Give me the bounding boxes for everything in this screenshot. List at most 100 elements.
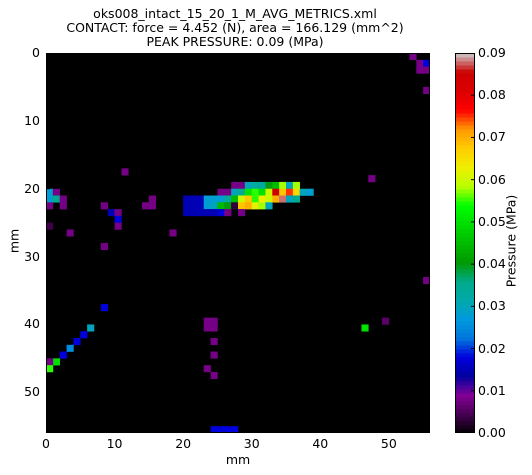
heatmap-cell	[361, 324, 369, 332]
colorbar-tick-label: 0.01	[478, 382, 506, 398]
colorbar-tick-label: 0.07	[478, 129, 506, 145]
colorbar-segment	[455, 317, 475, 322]
heatmap-cell	[190, 209, 198, 217]
colorbar-segment	[455, 81, 475, 86]
colorbar-segment	[455, 57, 475, 62]
heatmap-cell	[190, 202, 198, 210]
colorbar-segment	[455, 189, 475, 194]
colorbar-segment	[455, 401, 475, 406]
heatmap-cell	[286, 188, 294, 196]
chart-title-line-2: CONTACT: force = 4.452 (N), area = 166.1…	[66, 20, 404, 35]
colorbar-segment	[455, 421, 475, 426]
colorbar-segment	[455, 249, 475, 254]
colorbar-segment	[455, 285, 475, 290]
colorbar-segment	[455, 429, 475, 433]
colorbar-segment	[455, 185, 475, 190]
colorbar-tick-label: 0.08	[478, 87, 506, 103]
heatmap-cell	[114, 215, 122, 223]
colorbar-segment	[455, 101, 475, 106]
heatmap-cell	[210, 371, 218, 380]
colorbar-tick-label: 0.04	[478, 256, 506, 272]
heatmap-cell	[203, 209, 211, 217]
heatmap-cell	[224, 202, 232, 210]
heatmap-cell	[224, 426, 232, 433]
colorbar-segment	[455, 141, 475, 146]
colorbar-segment	[455, 413, 475, 418]
colorbar-segment	[455, 265, 475, 270]
colorbar-segment	[455, 269, 475, 274]
colorbar-label: Pressure (MPa)	[503, 194, 519, 288]
colorbar-segment	[455, 369, 475, 374]
heatmap-cell	[107, 209, 115, 217]
colorbar-segment	[455, 313, 475, 318]
heatmap-cell	[59, 195, 67, 203]
colorbar-segment	[455, 261, 475, 266]
colorbar-segment	[455, 305, 475, 310]
colorbar-segment	[455, 61, 475, 66]
heatmap-cell	[286, 181, 294, 190]
colorbar-segment	[455, 301, 475, 306]
x-tick-label: 0	[42, 436, 50, 451]
colorbar-segment	[455, 425, 475, 430]
colorbar-segment	[455, 393, 475, 398]
colorbar-segment	[455, 257, 475, 262]
heatmap-cell	[265, 188, 273, 196]
colorbar-segment	[455, 409, 475, 414]
colorbar-segment	[455, 229, 475, 234]
heatmap-cell	[416, 59, 424, 67]
colorbar-segment	[455, 217, 475, 222]
heatmap-cell	[231, 426, 239, 433]
heatmap-cell	[217, 195, 225, 203]
heatmap-cell	[368, 175, 376, 183]
heatmap-cell	[59, 202, 67, 210]
colorbar-segment	[455, 389, 475, 394]
heatmap-cell	[224, 209, 232, 217]
colorbar-tick-label: 0.05	[478, 213, 506, 229]
heatmap-cell	[203, 317, 211, 325]
colorbar-segment	[455, 177, 475, 182]
heatmap-cell	[183, 195, 191, 203]
colorbar-segment	[455, 65, 475, 70]
colorbar-segment	[455, 201, 475, 206]
heatmap-cell	[52, 195, 61, 203]
colorbar-segment	[455, 241, 475, 246]
colorbar-tick-label: 0.02	[478, 340, 506, 356]
colorbar-segment	[455, 417, 475, 422]
heatmap-cell	[272, 195, 280, 203]
heatmap-cell	[46, 365, 54, 373]
colorbar-segment	[455, 309, 475, 314]
heatmap-cell	[100, 243, 109, 251]
colorbar-segment	[455, 273, 475, 278]
heatmap-cell	[231, 188, 239, 196]
colorbar-tick-label: 0.06	[478, 171, 506, 187]
heatmap-cell	[258, 188, 266, 196]
colorbar-segment	[455, 333, 475, 338]
heatmap-cell	[196, 195, 205, 203]
colorbar-segment	[455, 297, 475, 302]
colorbar-segment	[455, 353, 475, 358]
heatmap-cell	[244, 181, 253, 190]
colorbar-tick-label: 0.09	[478, 45, 506, 60]
colorbar-segment	[455, 345, 475, 350]
x-tick-label: 10	[106, 436, 123, 451]
heatmap-cell	[148, 202, 157, 210]
heatmap-cell	[416, 66, 424, 74]
colorbar-segment	[455, 133, 475, 138]
heatmap-cell	[251, 188, 259, 196]
heatmap-cell	[183, 209, 191, 217]
colorbar-segment	[455, 377, 475, 382]
colorbar-segment	[455, 397, 475, 402]
heatmap-cell	[210, 338, 218, 346]
colorbar-tick-label: 0.00	[478, 425, 506, 440]
heatmap-cell	[52, 358, 61, 366]
heatmap-cell	[210, 317, 218, 325]
heatmap-cell	[46, 188, 54, 196]
heatmap-cell	[251, 202, 259, 210]
y-tick-label: 30	[24, 248, 40, 264]
heatmap-cell	[59, 351, 67, 359]
heatmap-cell	[100, 304, 109, 312]
heatmap-cell	[258, 195, 266, 203]
colorbar-segment	[455, 69, 475, 74]
x-tick-label: 30	[243, 436, 260, 451]
heatmap-cell	[238, 188, 246, 196]
